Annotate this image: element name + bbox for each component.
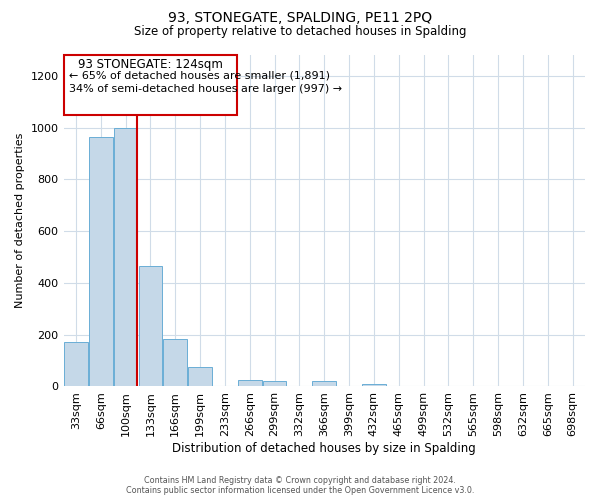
Bar (89, 136, 113, 386)
Bar (263, 382, 286, 386)
Text: ← 65% of detached houses are smaller (1,891): ← 65% of detached houses are smaller (1,… (69, 71, 330, 81)
Bar (188, 367, 212, 386)
Bar (139, 266, 162, 386)
Text: 34% of semi-detached houses are larger (997) →: 34% of semi-detached houses are larger (… (69, 84, 343, 94)
Bar (238, 380, 262, 386)
Text: Size of property relative to detached houses in Spalding: Size of property relative to detached ho… (134, 25, 466, 38)
FancyBboxPatch shape (64, 55, 238, 114)
Bar (313, 382, 336, 386)
Text: Contains HM Land Registry data © Crown copyright and database right 2024.
Contai: Contains HM Land Registry data © Crown c… (126, 476, 474, 495)
Bar (114, 128, 137, 386)
Bar (362, 384, 386, 386)
Bar (64, 342, 88, 386)
X-axis label: Distribution of detached houses by size in Spalding: Distribution of detached houses by size … (172, 442, 476, 455)
Y-axis label: Number of detached properties: Number of detached properties (15, 133, 25, 308)
Text: 93, STONEGATE, SPALDING, PE11 2PQ: 93, STONEGATE, SPALDING, PE11 2PQ (168, 12, 432, 26)
Text: 93 STONEGATE: 124sqm: 93 STONEGATE: 124sqm (78, 58, 223, 71)
Bar (163, 338, 187, 386)
